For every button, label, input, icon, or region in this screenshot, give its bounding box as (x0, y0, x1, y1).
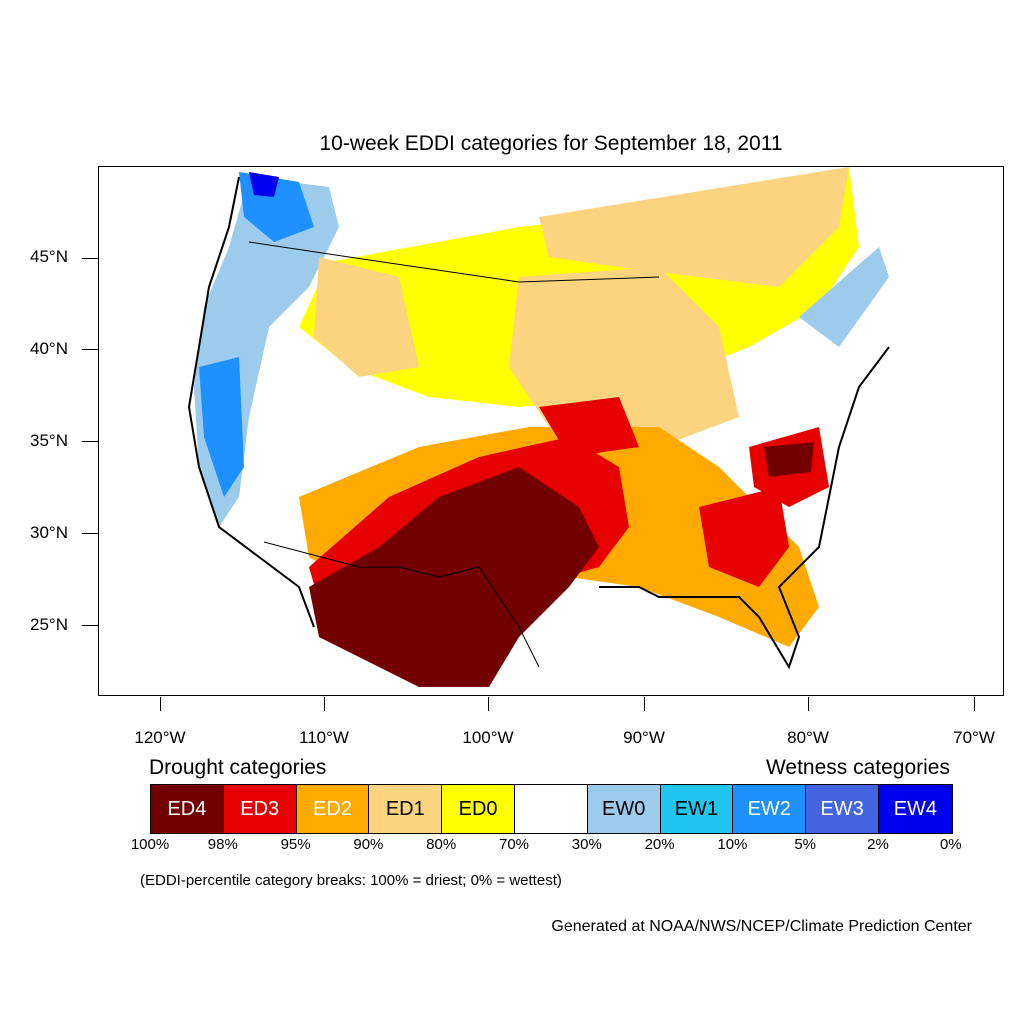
lat-tick (82, 441, 98, 442)
lat-label-25: 25°N (30, 615, 68, 634)
legend-drought-heading: Drought categories (149, 756, 327, 779)
coastline-gulf (599, 346, 890, 670)
legend-percentile-label: 80% (426, 836, 457, 853)
legend-box-ed1: ED1 (369, 785, 443, 833)
legend-color-bar: ED4 ED3 ED2 ED1 ED0 EW0 EW1 EW2 EW3 EW4 (150, 784, 953, 834)
lon-label-70: 70°W (953, 728, 995, 747)
legend-box-ed0: ED0 (442, 785, 515, 833)
legend-percentile-label: 98% (207, 836, 238, 853)
map-title: 10-week EDDI categories for September 18… (319, 132, 783, 155)
lat-tick (82, 349, 98, 350)
lat-label-35: 35°N (30, 431, 68, 450)
legend-box-ed2: ED2 (296, 785, 370, 833)
legend-percentile-label: 2% (867, 836, 889, 853)
map-plot-area (98, 166, 1004, 696)
legend-box-ew4: EW4 (878, 785, 952, 833)
legend-percentile-label: 30% (571, 836, 602, 853)
eddi-map (187, 167, 890, 687)
legend-percentile-label: 20% (644, 836, 675, 853)
legend-box-ed3: ED3 (223, 785, 297, 833)
dry-region-texas (309, 467, 599, 687)
lon-tick (160, 697, 161, 711)
lat-label-45: 45°N (30, 247, 68, 266)
border-canada (248, 241, 660, 283)
lat-label-30: 30°N (30, 523, 68, 542)
lon-label-100: 100°W (462, 728, 514, 747)
wet-region-ca (199, 357, 244, 497)
lat-tick (82, 258, 98, 259)
dry-region-canada (539, 167, 849, 287)
lon-label-110: 110°W (299, 728, 349, 747)
wet-region-nw-core (249, 172, 279, 197)
legend-box-ew0: EW0 (587, 785, 661, 833)
lat-tick (82, 625, 98, 626)
dry-region-southeast-red (699, 487, 789, 587)
lon-label-90: 90°W (623, 728, 665, 747)
legend-percentile-label: 10% (717, 836, 748, 853)
dry-region-kansas (539, 397, 639, 457)
legend-percentile-label: 90% (353, 836, 384, 853)
coastline-west (187, 176, 315, 628)
legend-percentile-label: 0% (939, 836, 962, 853)
legend-wetness-heading: Wetness categories (765, 756, 950, 779)
legend-percentile-label: 70% (498, 836, 530, 853)
lon-tick (644, 697, 645, 711)
dry-region-carolina-core (764, 442, 814, 477)
lon-label-80: 80°W (787, 728, 829, 747)
legend-note: (EDDI-percentile category breaks: 100% =… (140, 872, 562, 889)
dry-region-montana (314, 257, 419, 377)
lon-tick (974, 697, 975, 711)
lat-label-40: 40°N (30, 339, 68, 358)
legend-box-neutral (514, 785, 588, 833)
credit-text: Generated at NOAA/NWS/NCEP/Climate Predi… (551, 918, 972, 935)
lon-label-120: 120°W (134, 728, 186, 747)
legend-box-ew3: EW3 (806, 785, 879, 833)
legend-percentile-label: 95% (280, 836, 311, 853)
wet-region-northeast (799, 247, 889, 347)
border-mexico (263, 541, 540, 668)
lat-tick (82, 533, 98, 534)
legend-box-ed4: ED4 (151, 785, 224, 833)
legend-percentile-label: 5% (794, 836, 817, 853)
lon-tick (324, 697, 325, 711)
legend-box-ew1: EW1 (660, 785, 734, 833)
legend-box-ew2: EW2 (733, 785, 807, 833)
lon-tick (808, 697, 809, 711)
legend-percentile-label: 100% (130, 836, 170, 853)
dry-region-midwest (509, 267, 739, 447)
lon-tick (488, 697, 489, 711)
